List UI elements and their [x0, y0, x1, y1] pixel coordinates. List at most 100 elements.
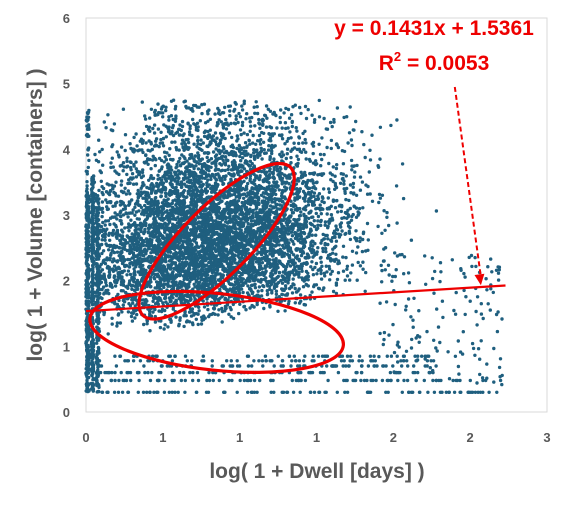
data-point [163, 221, 167, 225]
data-point [216, 313, 220, 317]
data-point [232, 174, 236, 178]
data-point [223, 168, 227, 173]
data-point [105, 256, 109, 260]
data-point [134, 160, 138, 164]
data-point [105, 243, 109, 248]
data-point [121, 169, 125, 173]
data-point [258, 126, 262, 130]
data-point [196, 138, 200, 143]
data-point [168, 147, 172, 151]
data-point [252, 229, 256, 233]
data-point [130, 311, 134, 315]
data-point [113, 211, 117, 215]
data-point [280, 137, 285, 141]
data-point [141, 224, 145, 228]
data-point [299, 170, 303, 174]
data-point [196, 142, 200, 146]
data-point [175, 292, 179, 297]
data-point [346, 141, 350, 145]
data-point [115, 171, 119, 175]
data-point [326, 226, 330, 230]
data-point [180, 124, 185, 129]
data-point [310, 290, 314, 294]
data-point [312, 120, 317, 125]
data-point [162, 160, 166, 164]
data-point [135, 312, 139, 317]
data-point [280, 274, 284, 278]
data-point [306, 274, 311, 279]
data-point [232, 192, 237, 197]
data-point [308, 210, 312, 215]
data-point [155, 113, 159, 117]
data-point [121, 242, 125, 246]
data-point [223, 297, 227, 302]
data-point [136, 188, 140, 193]
data-point [138, 265, 142, 269]
data-point [267, 198, 271, 202]
data-point [193, 271, 197, 275]
data-point [148, 309, 152, 314]
data-point [223, 105, 227, 110]
data-point [363, 155, 367, 160]
data-point [115, 217, 119, 221]
data-point [248, 164, 252, 168]
data-point [217, 308, 221, 312]
data-point [153, 307, 157, 312]
data-point [303, 303, 308, 307]
data-point [223, 136, 227, 141]
data-point [199, 259, 204, 263]
data-point [296, 191, 300, 195]
data-point [334, 283, 339, 287]
data-point [348, 237, 353, 242]
data-point [291, 211, 295, 215]
data-point [344, 174, 348, 178]
data-point [141, 267, 145, 271]
data-point [383, 246, 388, 250]
data-point [355, 163, 359, 168]
data-point [237, 111, 241, 116]
data-point [227, 164, 231, 168]
data-point [174, 315, 178, 319]
data-point [317, 142, 321, 146]
data-point [177, 148, 181, 152]
data-point [125, 248, 129, 253]
data-point [239, 132, 243, 137]
data-point [246, 247, 250, 252]
data-point [140, 170, 145, 175]
data-point [287, 220, 291, 225]
data-point [120, 310, 124, 314]
data-point [262, 148, 266, 152]
data-point [230, 135, 234, 140]
data-point [122, 247, 127, 251]
data-point [188, 298, 192, 302]
data-point [194, 229, 199, 233]
data-point [163, 323, 167, 327]
data-point [334, 291, 339, 296]
data-point [307, 232, 311, 236]
data-point [274, 180, 279, 184]
data-point [192, 202, 196, 207]
data-point [207, 158, 211, 163]
data-point [267, 261, 272, 265]
data-point [312, 191, 317, 195]
data-point [145, 237, 149, 241]
data-point [259, 149, 264, 153]
data-point [280, 150, 284, 154]
data-point [287, 241, 291, 245]
data-point [358, 239, 362, 244]
data-point [240, 200, 244, 205]
data-point [101, 192, 105, 197]
data-point [139, 190, 143, 194]
data-point [282, 195, 287, 199]
data-point [109, 128, 114, 132]
data-point [350, 143, 354, 148]
data-point [303, 173, 308, 177]
data-point [175, 251, 179, 256]
data-point [253, 286, 258, 290]
data-point [222, 196, 226, 200]
data-point [97, 138, 101, 142]
data-point [211, 219, 215, 223]
data-point [167, 115, 171, 119]
data-point [166, 265, 171, 270]
data-point [248, 142, 252, 146]
